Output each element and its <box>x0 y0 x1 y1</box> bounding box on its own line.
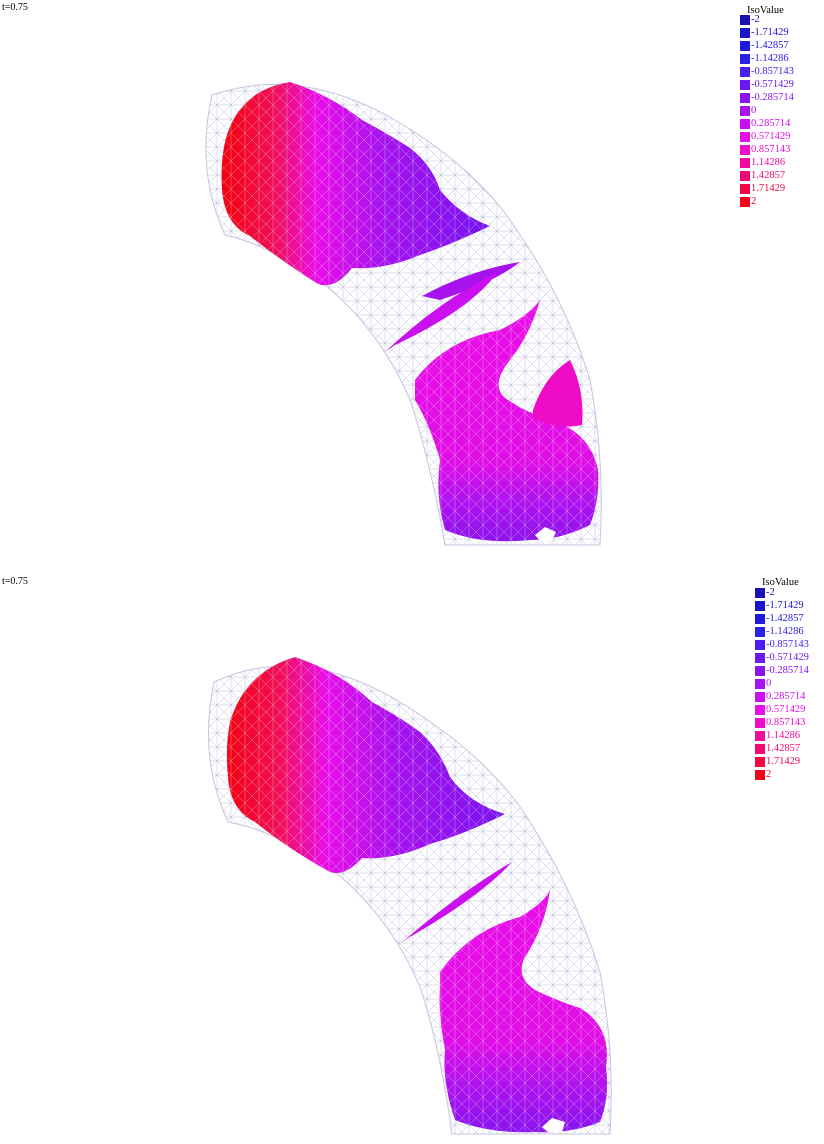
isosurface-sliver <box>385 272 498 352</box>
isosurface-lobe <box>533 360 583 427</box>
plot-panel-top: t=0.75 <box>2 2 794 546</box>
legend-swatch <box>740 28 750 38</box>
legend-swatch <box>740 197 750 207</box>
legend-swatch <box>755 770 765 780</box>
legend-swatch <box>740 106 750 116</box>
legend-swatch <box>755 588 765 598</box>
isosurface-sliver <box>400 862 512 944</box>
isosurface-plot <box>205 82 602 546</box>
legend-swatch <box>740 93 750 103</box>
legend-swatch <box>740 119 750 129</box>
legend-swatch <box>755 705 765 715</box>
legend-swatch <box>755 718 765 728</box>
legend-swatch <box>740 158 750 168</box>
legend-swatch <box>755 757 765 767</box>
legend-title: IsoValue <box>762 577 799 588</box>
legend-swatch <box>740 15 750 25</box>
legend-swatch <box>740 54 750 64</box>
legend-swatch <box>755 731 765 741</box>
time-label: t=0.75 <box>2 576 28 587</box>
legend-swatch <box>755 640 765 650</box>
legend-swatch <box>740 184 750 194</box>
legend-swatch <box>755 614 765 624</box>
legend-swatch <box>755 679 765 689</box>
legend-swatch <box>755 627 765 637</box>
legend-swatch <box>740 171 750 181</box>
legend-swatch <box>755 601 765 611</box>
isosurface-plot <box>207 657 612 1135</box>
legend-title: IsoValue <box>747 5 784 16</box>
legend-swatch <box>740 41 750 51</box>
time-label: t=0.75 <box>2 2 28 13</box>
legend-swatch <box>755 666 765 676</box>
legend-swatch <box>755 744 765 754</box>
legend-swatch <box>755 692 765 702</box>
legend-swatch <box>755 653 765 663</box>
legend-swatch <box>740 145 750 155</box>
isosurface-sliver <box>422 262 520 300</box>
legend-swatch <box>740 67 750 77</box>
plot-panel-bottom: t=0.75 <box>0 572 824 1144</box>
legend-swatch <box>740 132 750 142</box>
legend-swatch <box>740 80 750 90</box>
